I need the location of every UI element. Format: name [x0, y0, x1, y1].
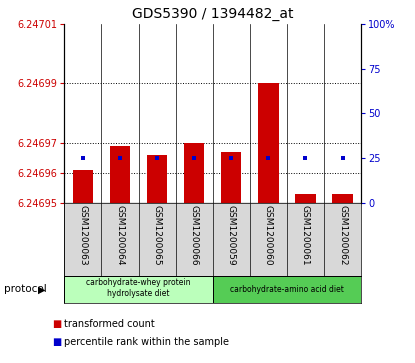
- Text: GSM1200061: GSM1200061: [301, 205, 310, 266]
- Text: transformed count: transformed count: [64, 319, 155, 329]
- Text: GSM1200066: GSM1200066: [190, 205, 199, 266]
- Text: protocol: protocol: [4, 285, 47, 294]
- Bar: [147, 155, 167, 203]
- Bar: [64, 276, 213, 303]
- Bar: [258, 83, 278, 203]
- Bar: [221, 152, 242, 203]
- Bar: [295, 194, 316, 203]
- Bar: [110, 146, 130, 203]
- Text: ▶: ▶: [38, 285, 46, 294]
- Text: percentile rank within the sample: percentile rank within the sample: [64, 337, 229, 347]
- Bar: [184, 143, 204, 203]
- Bar: [332, 194, 353, 203]
- Text: ■: ■: [52, 319, 61, 329]
- Text: GSM1200062: GSM1200062: [338, 205, 347, 266]
- Text: carbohydrate-amino acid diet: carbohydrate-amino acid diet: [230, 285, 344, 294]
- Title: GDS5390 / 1394482_at: GDS5390 / 1394482_at: [132, 7, 293, 21]
- Text: GSM1200063: GSM1200063: [78, 205, 88, 266]
- Bar: [213, 276, 361, 303]
- Text: GSM1200064: GSM1200064: [115, 205, 124, 266]
- Text: GSM1200059: GSM1200059: [227, 205, 236, 266]
- Text: carbohydrate-whey protein
hydrolysate diet: carbohydrate-whey protein hydrolysate di…: [86, 278, 191, 298]
- Bar: [73, 170, 93, 203]
- Text: GSM1200065: GSM1200065: [153, 205, 161, 266]
- Text: ■: ■: [52, 337, 61, 347]
- Text: GSM1200060: GSM1200060: [264, 205, 273, 266]
